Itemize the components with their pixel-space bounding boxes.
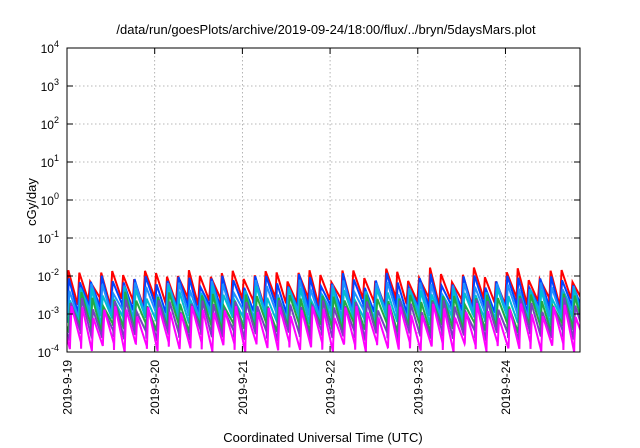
axes: 10-4 10-3 10-2 10-1 100 101 102 103 104 2019-9-19… [38, 39, 581, 415]
series-line-7 [67, 303, 580, 352]
plot-area [67, 267, 580, 352]
x-tick-label: 2019-9-22 [324, 360, 338, 415]
x-axis-label: Coordinated Universal Time (UTC) [223, 430, 422, 445]
x-tick-label: 2019-9-21 [236, 360, 250, 415]
y-tick-label: 10-3 [38, 305, 59, 322]
x-tick-label: 2019-9-23 [411, 360, 425, 415]
y-tick-label: 10-4 [38, 343, 59, 360]
y-tick-label: 104 [41, 39, 59, 56]
series-group [67, 267, 580, 352]
y-tick-label: 102 [41, 115, 59, 132]
x-tick-label: 2019-9-19 [61, 360, 75, 415]
series-line-3 [67, 279, 580, 321]
series-line-4 [67, 285, 580, 327]
y-axis-label: cGy/day [24, 178, 39, 226]
chart-title: /data/run/goesPlots/archive/2019-09-24/1… [116, 22, 536, 37]
x-tick-label: 2019-9-20 [148, 360, 162, 415]
y-tick-label: 10-1 [38, 229, 59, 246]
y-tick-label: 100 [41, 191, 59, 208]
y-tick-label: 10-2 [38, 267, 59, 284]
y-tick-label: 101 [41, 153, 59, 170]
x-tick-label: 2019-9-24 [499, 360, 513, 415]
y-tick-label: 103 [41, 77, 59, 94]
